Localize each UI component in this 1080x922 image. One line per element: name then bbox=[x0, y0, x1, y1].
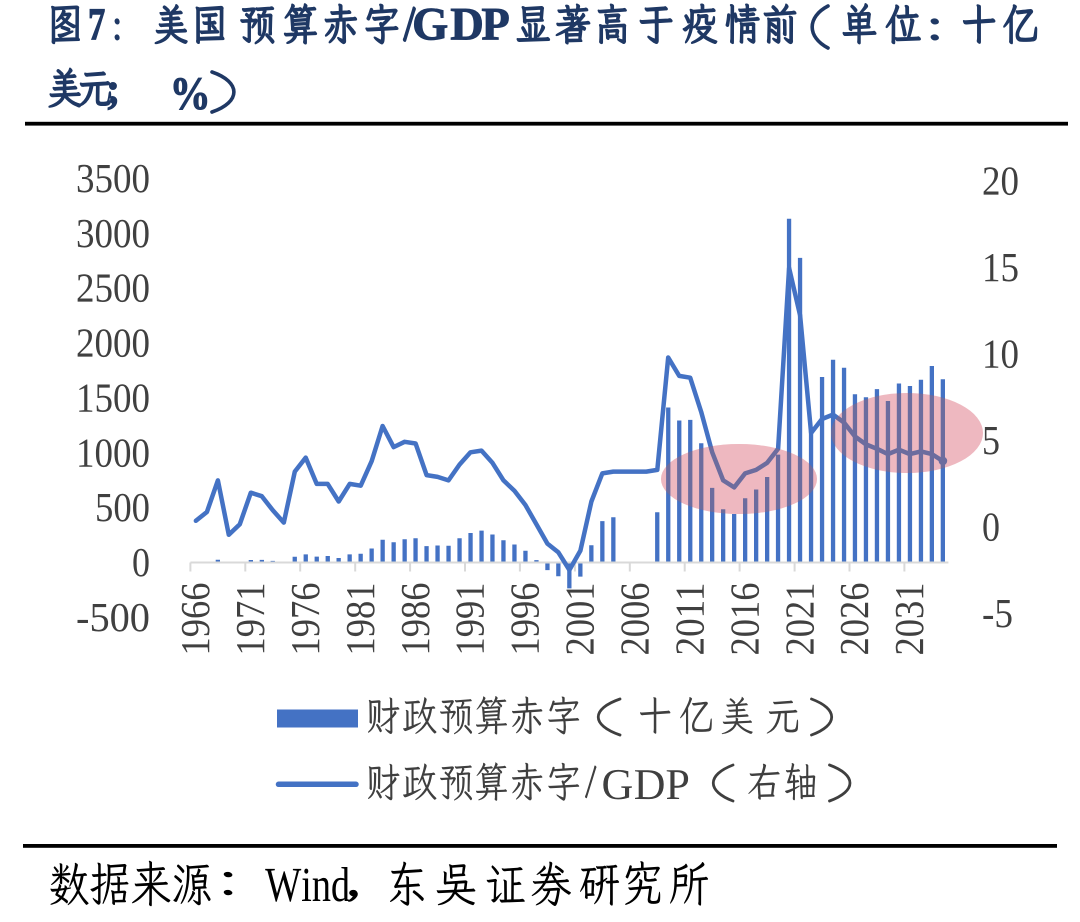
svg-text:2026: 2026 bbox=[831, 583, 877, 656]
svg-text:10: 10 bbox=[982, 331, 1019, 377]
svg-text:2031: 2031 bbox=[886, 583, 932, 656]
svg-text:2016: 2016 bbox=[721, 583, 767, 656]
svg-text:20: 20 bbox=[982, 158, 1019, 204]
svg-text:2000: 2000 bbox=[76, 320, 150, 366]
svg-text:0: 0 bbox=[132, 539, 150, 585]
svg-text:1500: 1500 bbox=[76, 374, 150, 420]
svg-text:1976: 1976 bbox=[282, 583, 328, 656]
svg-text:1000: 1000 bbox=[76, 429, 150, 475]
svg-text:0: 0 bbox=[982, 504, 1000, 550]
svg-text:5: 5 bbox=[982, 417, 1000, 463]
svg-text:-5: -5 bbox=[982, 590, 1013, 636]
svg-text:1991: 1991 bbox=[447, 583, 493, 656]
svg-text:1981: 1981 bbox=[337, 583, 383, 656]
svg-text:1996: 1996 bbox=[502, 583, 548, 656]
svg-text:3500: 3500 bbox=[76, 155, 150, 201]
svg-text:2011: 2011 bbox=[666, 583, 712, 656]
svg-text:2001: 2001 bbox=[557, 583, 603, 656]
svg-text:3000: 3000 bbox=[76, 210, 150, 256]
svg-text:-500: -500 bbox=[76, 594, 150, 640]
svg-text:500: 500 bbox=[95, 484, 150, 530]
svg-text:2021: 2021 bbox=[776, 583, 822, 656]
svg-text:1966: 1966 bbox=[172, 583, 218, 656]
svg-text:1986: 1986 bbox=[392, 583, 438, 656]
svg-text:15: 15 bbox=[982, 244, 1019, 290]
svg-text:2006: 2006 bbox=[612, 583, 658, 656]
svg-text:2500: 2500 bbox=[76, 265, 150, 311]
svg-text:1971: 1971 bbox=[227, 583, 273, 656]
